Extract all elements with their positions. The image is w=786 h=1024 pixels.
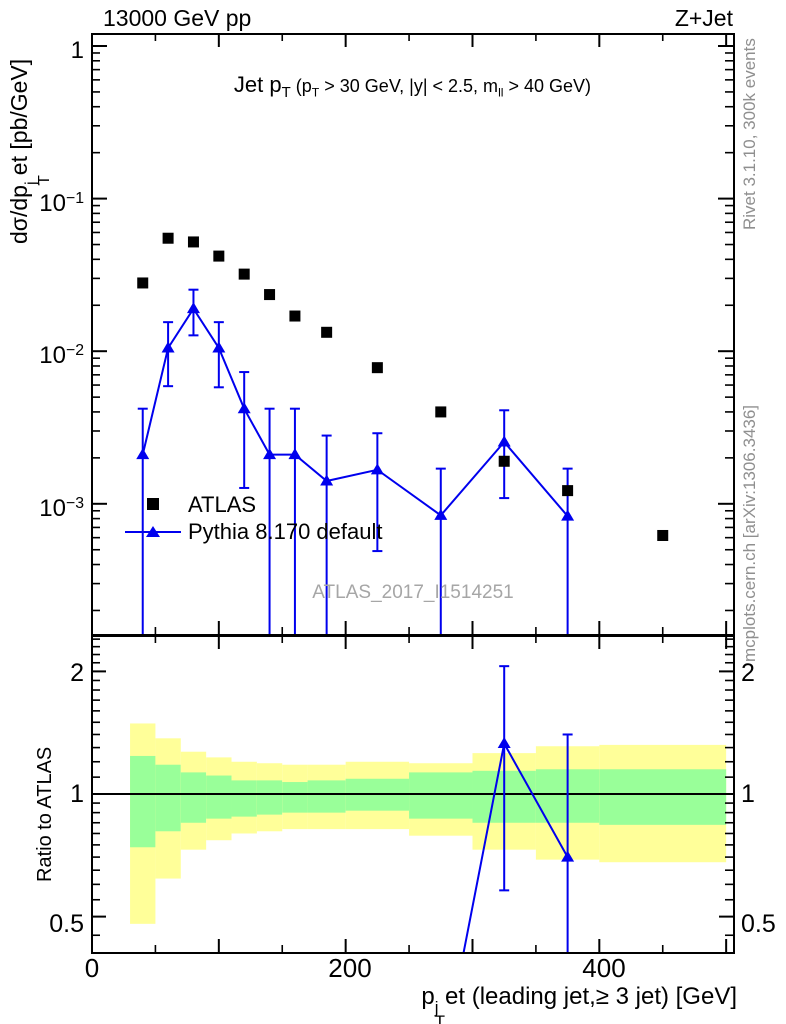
ratio-band-green [206,775,232,819]
pythia-point [263,448,277,460]
ratio-y-axis-title: Ratio to ATLAS [34,746,56,882]
atlas-points [137,232,669,541]
ratio-plot-area [92,636,733,952]
atlas-point [289,310,301,322]
ratio-band-green [180,772,207,823]
ratio-band-green [409,772,473,819]
y-tick-1: 1 [70,36,84,64]
ratio-band-green [256,780,283,815]
atlas-point [657,529,669,541]
pythia-error-bars [137,288,573,634]
ratio-band-green [130,755,156,848]
ratio-tick-1-right: 1 [741,780,755,808]
atlas-point [137,277,149,289]
ratio-pythia-point [561,850,575,862]
pythia-points [136,302,575,521]
atlas-point [435,406,447,418]
pythia-point [561,509,575,521]
plot-title-main: Jet p [233,72,282,97]
ratio-tick-05-left: 0.5 [49,910,84,938]
pythia-point [497,435,511,447]
atlas-point [562,485,574,497]
beam-energy-label: 13000 GeV pp [103,5,252,31]
rivet-version-note: Rivet 3.1.10, 300k events [740,38,759,230]
ratio-band-green [282,782,308,813]
x-tick-200: 200 [328,953,372,983]
atlas-point [238,268,250,280]
legend-atlas-marker [147,498,159,510]
legend-pythia-marker [125,526,181,537]
atlas-point [162,232,174,244]
x-tick-0: 0 [84,953,100,983]
y-tick-1e-2: 10−2 [39,341,84,369]
pythia-point [212,341,226,353]
atlas-point [264,289,276,301]
analysis-id-watermark: ATLAS_2017_I1514251 [312,582,514,603]
pythia-point [320,474,334,486]
ratio-tick-2-right: 2 [741,659,755,687]
ratio-bands [130,723,727,924]
pythia-point [434,508,448,520]
ratio-tick-2-left: 2 [70,659,84,687]
ratio-band-green [599,769,727,825]
pythia-point [186,302,200,314]
pythia-point [370,463,384,475]
legend-atlas-label: ATLAS [188,492,257,517]
ratio-pythia-point [497,737,511,749]
ratio-tick-05-right: 0.5 [741,910,776,938]
pythia-point [237,402,251,414]
pythia-point [288,448,302,460]
atlas-point [187,236,199,248]
ratio-band-green [307,780,346,813]
ratio-tick-1-left: 1 [70,780,84,808]
plot-title: Jet pT (pT > 30 GeV, |y| < 2.5, mll > 40… [233,72,592,102]
pythia-point [161,341,175,353]
ratio-band-green [155,764,181,832]
atlas-point [371,362,383,374]
process-label: Z+Jet [674,5,733,31]
atlas-point [321,326,333,338]
y-tick-1e-1: 10−1 [39,189,84,217]
atlas-point [498,455,510,467]
y-tick-1e-3: 10−3 [39,494,84,522]
pythia-line [141,306,569,517]
atlas-point [213,250,225,262]
mcplots-reference-note: mcplots.cern.ch [arXiv:1306.3436] [740,404,759,662]
main-plot-area [92,34,733,634]
legend-pythia-label: Pythia 8.170 default [188,519,383,544]
ratio-band-green [231,780,257,817]
pythia-point [136,448,150,460]
x-tick-400: 400 [582,953,626,983]
